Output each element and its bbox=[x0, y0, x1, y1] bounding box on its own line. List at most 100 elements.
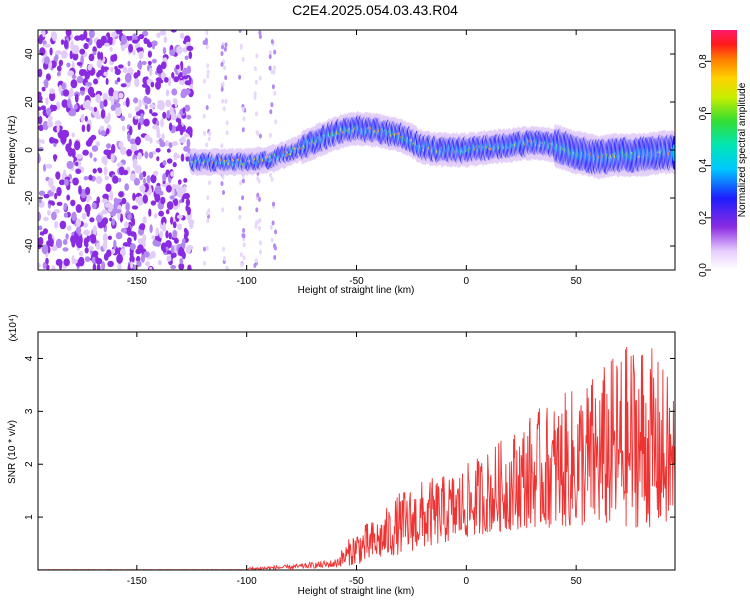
noise-blob bbox=[76, 226, 82, 235]
streak-blob bbox=[206, 69, 210, 75]
noise-blob bbox=[99, 100, 105, 110]
noise-blob bbox=[95, 257, 103, 265]
noise-blob bbox=[38, 190, 46, 196]
noise-blob bbox=[150, 174, 157, 184]
noise-blob bbox=[189, 221, 194, 229]
noise-blob bbox=[173, 154, 181, 159]
noise-blob bbox=[156, 32, 161, 38]
noise-blob bbox=[71, 211, 77, 222]
noise-blob bbox=[100, 109, 106, 119]
noise-blob bbox=[66, 225, 72, 232]
noise-blob bbox=[107, 112, 111, 122]
noise-blob bbox=[84, 256, 91, 262]
noise-blob bbox=[92, 51, 97, 56]
noise-blob bbox=[40, 105, 47, 111]
noise-blob bbox=[110, 104, 116, 111]
streak-blob bbox=[256, 192, 260, 198]
noise-blob bbox=[178, 262, 185, 270]
streak-blob bbox=[204, 37, 208, 43]
streak-blob bbox=[273, 65, 276, 71]
noise-blob bbox=[126, 237, 132, 244]
noise-blob bbox=[101, 65, 105, 75]
noise-blob bbox=[49, 88, 55, 94]
y-tick-label: 0 bbox=[24, 147, 35, 153]
noise-blob bbox=[54, 120, 62, 127]
noise-blob bbox=[65, 143, 71, 153]
noise-blob bbox=[81, 212, 87, 220]
noise-blob bbox=[93, 106, 97, 112]
noise-blob bbox=[177, 118, 182, 126]
noise-blob bbox=[84, 203, 91, 214]
noise-blob bbox=[177, 123, 183, 132]
noise-blob bbox=[157, 100, 164, 105]
noise-blob bbox=[95, 214, 103, 223]
streak-blob bbox=[259, 249, 262, 255]
noise-blob bbox=[88, 136, 95, 142]
y-tick-label: -40 bbox=[24, 238, 35, 253]
streak-blob bbox=[255, 207, 259, 213]
noise-blob bbox=[51, 31, 58, 42]
noise-blob bbox=[170, 264, 177, 270]
noise-blob bbox=[68, 110, 76, 117]
noise-blob bbox=[142, 194, 148, 204]
noise-blob bbox=[96, 263, 101, 270]
noise-blob bbox=[165, 89, 170, 97]
noise-blob bbox=[185, 198, 191, 207]
noise-blob bbox=[117, 177, 122, 183]
streak-blob bbox=[225, 266, 229, 270]
noise-blob bbox=[120, 83, 127, 88]
noise-blob bbox=[156, 132, 161, 139]
noise-blob bbox=[44, 43, 51, 48]
noise-blob bbox=[38, 142, 41, 148]
noise-blob bbox=[78, 250, 84, 257]
noise-blob bbox=[85, 37, 90, 42]
noise-blob bbox=[115, 30, 123, 35]
streak-blob bbox=[254, 79, 258, 85]
noise-blob bbox=[113, 239, 117, 250]
noise-blob bbox=[107, 260, 114, 268]
streak-blob bbox=[220, 51, 224, 57]
noise-blob bbox=[138, 34, 145, 40]
noise-blob bbox=[121, 197, 127, 205]
streak-blob bbox=[203, 78, 206, 84]
streak-blob bbox=[254, 220, 258, 226]
streak-blob bbox=[238, 205, 242, 211]
noise-blob bbox=[143, 177, 146, 185]
noise-blob bbox=[181, 75, 189, 80]
noise-blob bbox=[184, 55, 189, 61]
noise-blob bbox=[48, 200, 55, 205]
streak-blob bbox=[206, 195, 210, 201]
noise-blob bbox=[38, 262, 41, 269]
noise-blob bbox=[111, 143, 116, 154]
noise-blob bbox=[150, 250, 156, 259]
streak-blob bbox=[239, 252, 243, 258]
noise-blob bbox=[182, 185, 187, 194]
noise-blob bbox=[186, 65, 192, 74]
noise-blob bbox=[56, 201, 63, 206]
noise-blob bbox=[39, 231, 45, 236]
noise-blob bbox=[150, 81, 155, 88]
streak-blob bbox=[253, 66, 257, 72]
noise-blob bbox=[134, 115, 139, 120]
noise-blob bbox=[164, 77, 169, 83]
noise-blob bbox=[137, 61, 143, 69]
noise-blob bbox=[129, 255, 135, 263]
noise-blob bbox=[102, 92, 109, 102]
noise-blob bbox=[167, 76, 172, 87]
streak-blob bbox=[241, 106, 245, 112]
noise-blob bbox=[74, 35, 81, 41]
noise-blob bbox=[45, 257, 49, 265]
noise-blob bbox=[186, 114, 192, 120]
x-tick-label: -150 bbox=[127, 576, 147, 587]
noise-blob bbox=[70, 40, 74, 51]
noise-blob bbox=[45, 97, 49, 106]
noise-blob bbox=[114, 102, 121, 108]
y-tick-label: 4 bbox=[24, 355, 35, 361]
noise-blob bbox=[95, 141, 101, 147]
noise-blob bbox=[58, 179, 66, 186]
noise-blob bbox=[151, 58, 157, 64]
noise-blob bbox=[165, 209, 170, 215]
streak-blob bbox=[271, 84, 275, 90]
x-tick-label: 50 bbox=[571, 276, 583, 287]
